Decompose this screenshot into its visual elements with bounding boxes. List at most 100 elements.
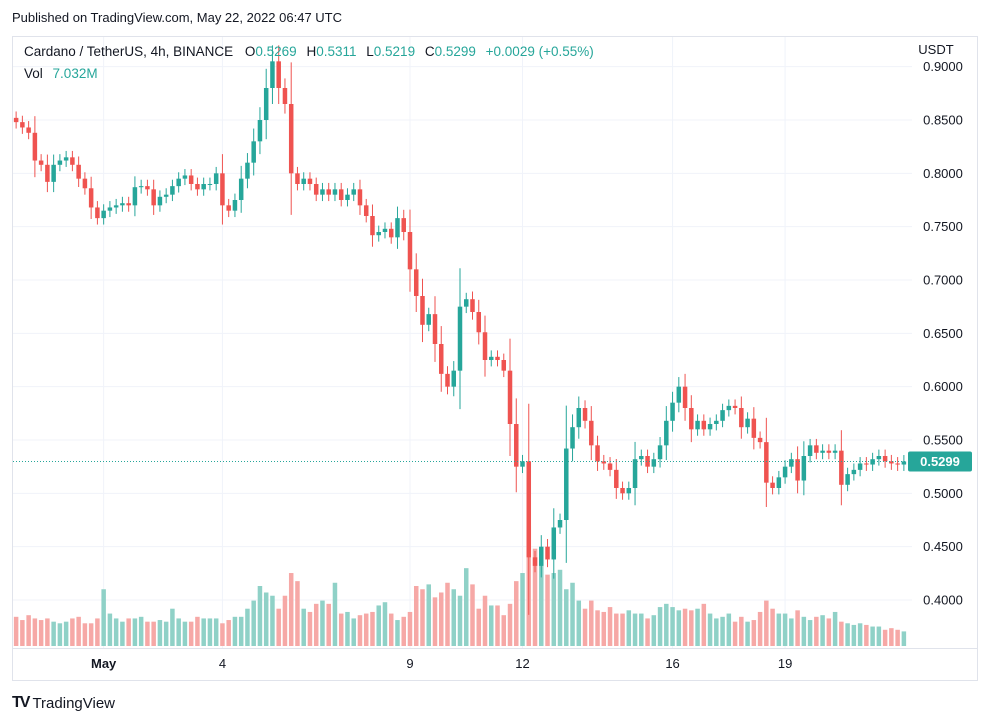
candle-body — [238, 178, 244, 200]
candle-body — [676, 386, 682, 403]
volume-bar — [689, 610, 694, 646]
candle-body — [770, 482, 775, 488]
candle-body — [657, 445, 663, 460]
volume-bar — [614, 613, 619, 646]
volume-bar — [120, 621, 125, 646]
low-label: L — [366, 44, 374, 59]
candle-body — [95, 207, 100, 219]
candle-body — [245, 162, 250, 179]
candle-body — [751, 418, 757, 438]
candle-body — [851, 469, 857, 475]
x-tick-label: 9 — [406, 656, 413, 671]
candle-body — [789, 459, 794, 467]
y-tick-label: 0.5500 — [923, 433, 963, 448]
candle-body — [626, 488, 632, 494]
volume-bar — [188, 621, 194, 646]
volume-bar — [595, 610, 600, 646]
candle-body — [576, 408, 582, 428]
volume-bar — [382, 602, 388, 646]
volume-bar — [157, 620, 163, 646]
candle-body — [220, 173, 225, 206]
candle-body — [226, 205, 231, 211]
volume-bar — [332, 582, 338, 646]
volume-bar — [739, 616, 744, 646]
volume-bar — [845, 623, 850, 646]
volume-bar — [870, 626, 875, 646]
volume-bar — [338, 613, 344, 646]
volume-bar — [601, 611, 607, 646]
candle-body — [826, 450, 832, 453]
volume-bar — [82, 623, 88, 646]
candle-body — [795, 459, 800, 481]
candle-body — [326, 189, 331, 195]
volume-bar — [57, 623, 63, 646]
change-value: +0.0029 (+0.55%) — [485, 44, 594, 59]
volume-bar — [476, 608, 482, 646]
volume-bar — [482, 595, 488, 646]
footer-brand[interactable]: TV TradingView — [12, 694, 115, 712]
candle-body — [589, 420, 594, 446]
candle-body — [276, 61, 281, 88]
volume-bar — [589, 600, 594, 646]
x-tick-label: 16 — [665, 656, 679, 671]
volume-bar — [657, 607, 663, 646]
candle-body — [101, 210, 106, 219]
candle-body — [351, 189, 356, 195]
candle-body — [76, 164, 81, 179]
close-value: 0.5299 — [434, 44, 476, 59]
volume-bar — [457, 595, 463, 646]
volume-bar — [45, 618, 50, 646]
volume-bar — [651, 615, 657, 646]
volume-bar — [782, 613, 788, 646]
volume-bar — [301, 608, 306, 646]
x-tick-label: 19 — [778, 656, 792, 671]
volume-bar — [520, 573, 525, 646]
volume-bar — [726, 613, 732, 646]
volume-bar — [570, 582, 575, 646]
candle-body — [126, 203, 131, 206]
volume-bar — [607, 607, 613, 646]
candle-body — [645, 456, 650, 467]
volume-bar — [632, 613, 638, 646]
candle-body — [526, 461, 532, 558]
volume-bar — [13, 616, 19, 646]
volume-bar — [451, 589, 456, 646]
candle-body — [776, 477, 782, 488]
chart-frame[interactable] — [12, 36, 978, 681]
volume-bar — [832, 611, 838, 646]
candle-body — [545, 546, 550, 560]
candle-body — [445, 373, 450, 387]
volume-bar — [532, 548, 538, 646]
volume-bar — [720, 616, 725, 646]
candle-body — [782, 466, 788, 478]
ohlc-legend: Cardano / TetherUS, 4h, BINANCE O0.5269 … — [24, 44, 594, 59]
candle-body — [257, 120, 263, 142]
volume-bar — [282, 595, 288, 646]
candle-body — [745, 418, 750, 428]
axis-unit-label: USDT — [918, 42, 953, 57]
candle-body — [107, 207, 113, 211]
candle-body — [864, 463, 869, 465]
volume-bar — [113, 618, 119, 646]
candle-body — [270, 61, 275, 88]
candle-body — [451, 370, 456, 387]
volume-bar — [213, 618, 219, 646]
volume-bar — [363, 613, 369, 646]
volume-bar — [670, 607, 675, 646]
candle-body — [195, 184, 200, 190]
candle-body — [726, 405, 732, 411]
published-header: Published on TradingView.com, May 22, 20… — [12, 10, 343, 25]
candle-body — [857, 463, 863, 470]
volume-bar — [695, 608, 700, 646]
volume-bar — [63, 621, 69, 646]
y-tick-label: 0.8500 — [923, 113, 963, 128]
candle-body — [901, 461, 907, 465]
candle-body — [188, 175, 194, 184]
volume-bar — [464, 568, 469, 646]
volume-bar — [182, 621, 188, 646]
y-tick-label: 0.6500 — [923, 326, 963, 341]
volume-bar — [195, 616, 200, 646]
candle-body — [607, 463, 613, 470]
volume-bar — [807, 620, 813, 646]
